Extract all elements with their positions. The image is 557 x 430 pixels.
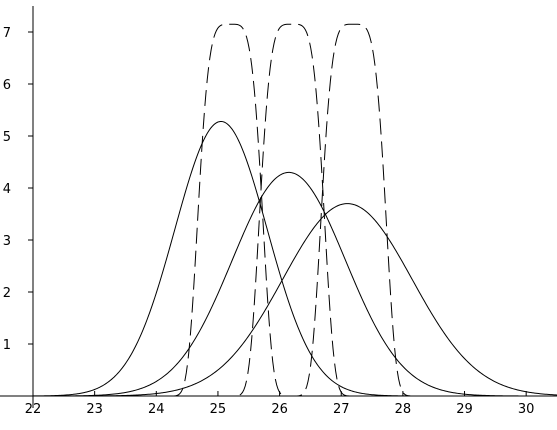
series-line <box>33 171 557 397</box>
series-line <box>32 120 557 397</box>
x-tick-label: 26 <box>271 402 288 417</box>
x-tick-label: 24 <box>148 402 165 417</box>
y-tick-label: 2 <box>3 286 11 301</box>
x-tick-label: 23 <box>86 402 103 417</box>
series-line <box>33 203 557 397</box>
y-tick-label: 4 <box>3 182 11 197</box>
series-line <box>33 23 557 397</box>
x-tick-label: 22 <box>25 402 42 417</box>
y-tick-label: 3 <box>3 234 11 249</box>
series-line <box>33 23 557 397</box>
y-tick-label: 7 <box>3 26 11 41</box>
y-tick-label: 5 <box>3 130 11 145</box>
x-tick-label: 27 <box>333 402 350 417</box>
x-tick-label: 29 <box>456 402 473 417</box>
y-tick-label: 6 <box>3 78 11 93</box>
x-tick-label: 28 <box>395 402 412 417</box>
x-tick-label: 25 <box>210 402 227 417</box>
series-line <box>33 23 557 397</box>
y-tick-label: 1 <box>3 338 11 353</box>
curves <box>32 23 557 397</box>
x-tick-label: 30 <box>518 402 535 417</box>
